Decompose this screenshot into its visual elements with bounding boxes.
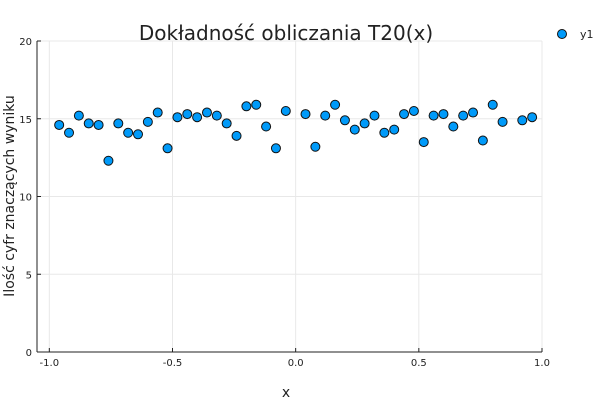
data-point — [339, 115, 350, 126]
grid-lines — [37, 40, 543, 353]
data-point — [497, 116, 508, 127]
x-tick-label: -0.5 — [163, 358, 183, 369]
y-tick-label: 15 — [19, 115, 32, 126]
data-point — [280, 105, 291, 116]
x-tick-label: -1.0 — [40, 358, 60, 369]
data-point — [468, 107, 479, 118]
x-axis-label: x — [282, 385, 290, 400]
data-point — [487, 99, 498, 110]
data-point — [231, 130, 242, 141]
axes — [36, 40, 543, 353]
data-point — [73, 110, 84, 121]
data-point — [241, 101, 252, 112]
data-point — [113, 118, 124, 129]
data-point — [152, 107, 163, 118]
data-point — [310, 141, 321, 152]
data-point — [142, 116, 153, 127]
data-point — [320, 110, 331, 121]
data-point — [458, 110, 469, 121]
data-point — [83, 118, 94, 129]
data-point — [389, 124, 400, 135]
x-tick-label: 0.5 — [411, 358, 427, 369]
y-axis-label: Ilość cyfr znaczących wyniku — [2, 95, 18, 297]
data-point — [251, 99, 262, 110]
data-point — [270, 143, 281, 154]
tick-labels: -1.0 -0.5 0.0 0.5 1.0 0 5 10 15 20 — [19, 37, 550, 369]
data-points — [54, 99, 538, 166]
data-point — [517, 115, 528, 126]
data-point — [369, 110, 380, 121]
data-point — [133, 129, 143, 140]
y-tick-label: 20 — [19, 37, 32, 48]
legend-marker — [557, 29, 567, 39]
chart-title: Dokładność obliczania T20(x) — [139, 21, 433, 45]
data-point — [93, 119, 104, 130]
data-point — [448, 121, 459, 132]
legend: y1 — [557, 28, 594, 41]
data-point — [201, 107, 212, 118]
data-point — [527, 112, 538, 123]
data-point — [477, 135, 488, 146]
data-point — [182, 109, 193, 120]
y-tick-label: 0 — [26, 348, 32, 359]
data-point — [379, 127, 390, 138]
data-point — [418, 137, 429, 148]
data-point — [211, 110, 222, 121]
data-point — [103, 155, 114, 166]
x-tick-label: 0.0 — [288, 358, 304, 369]
data-point — [162, 143, 173, 154]
data-point — [54, 119, 65, 130]
legend-label: y1 — [580, 28, 594, 41]
data-point — [359, 118, 370, 129]
y-tick-label: 5 — [26, 270, 32, 281]
data-point — [172, 112, 183, 123]
data-point — [221, 118, 232, 129]
data-point — [330, 99, 341, 110]
data-point — [300, 109, 311, 120]
data-point — [261, 121, 272, 132]
data-point — [123, 127, 134, 138]
data-point — [399, 109, 410, 120]
x-tick-label: 1.0 — [534, 358, 550, 369]
data-point — [438, 109, 449, 120]
data-point — [408, 105, 419, 116]
data-point — [428, 110, 439, 121]
y-tick-label: 10 — [19, 193, 32, 204]
data-point — [349, 124, 360, 135]
data-point — [192, 112, 203, 123]
data-point — [64, 127, 75, 138]
